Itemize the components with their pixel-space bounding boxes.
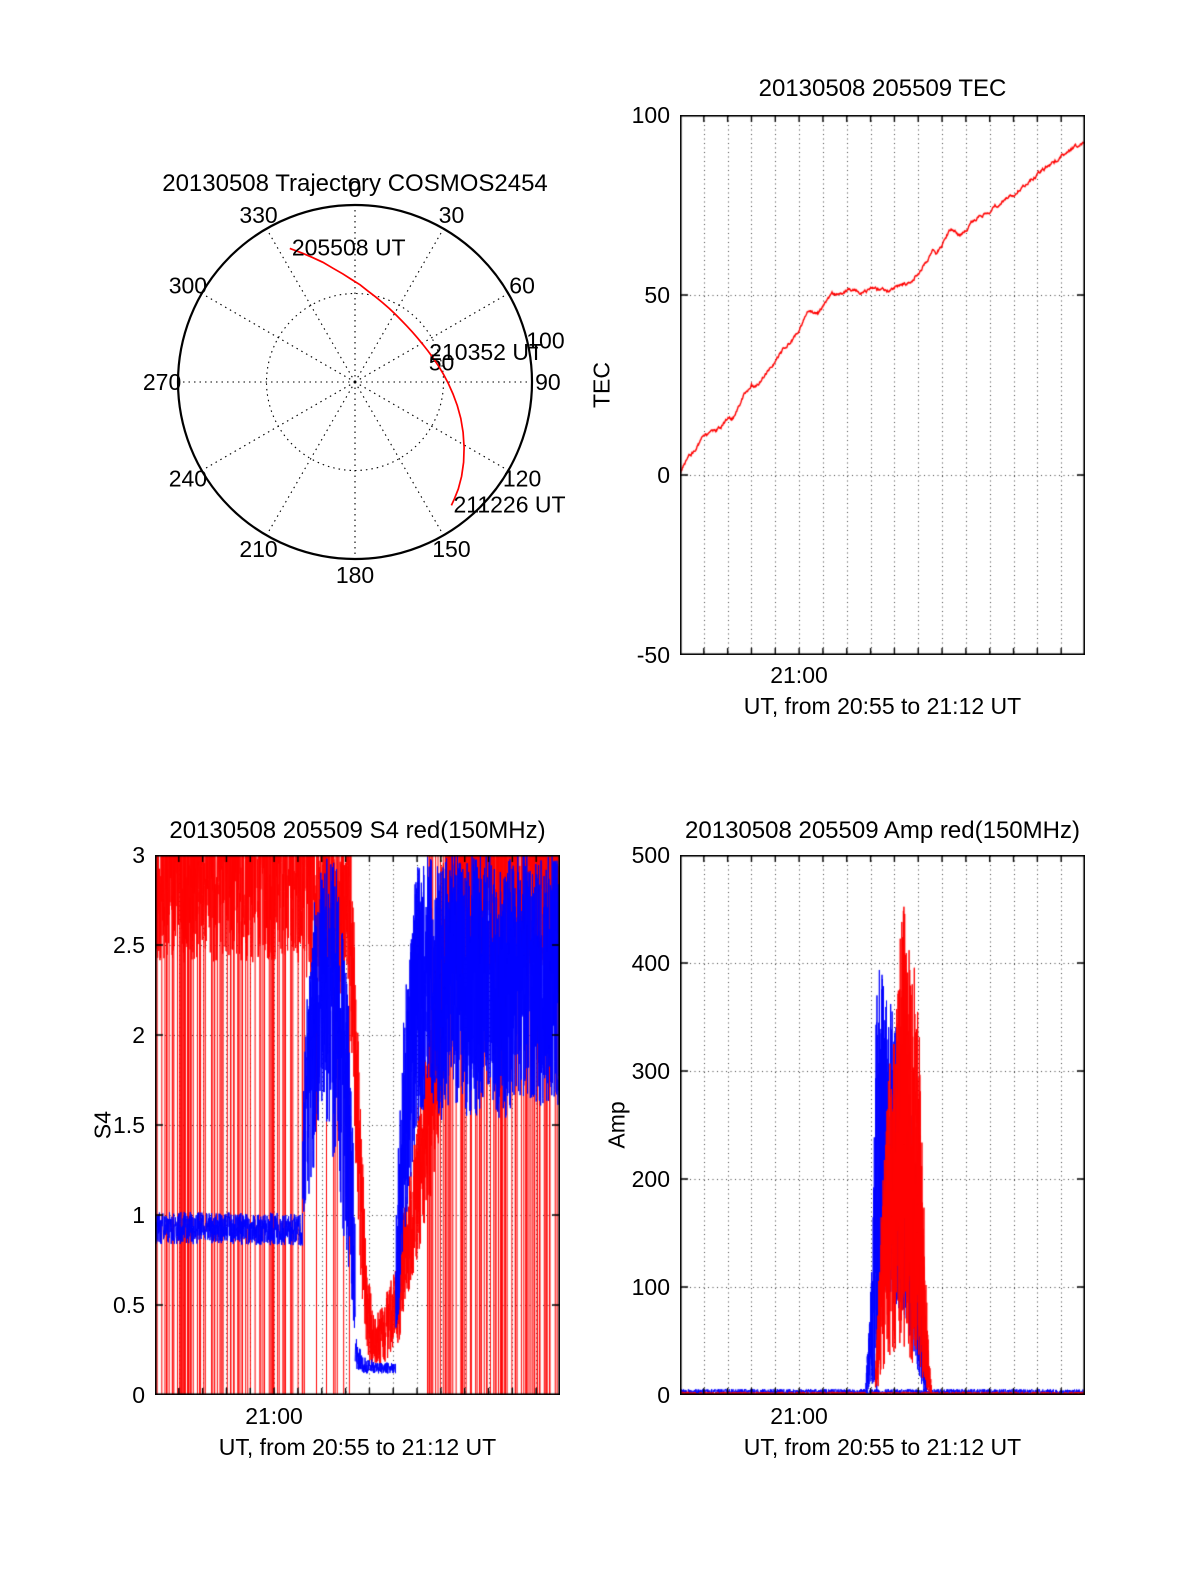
polar-azimuth-label: 240 xyxy=(169,465,207,491)
polar-azimuth-label: 300 xyxy=(169,273,207,299)
tec-y-tick-label: 50 xyxy=(644,282,670,308)
polar-spoke xyxy=(354,293,509,383)
amp-plot-area xyxy=(680,855,1085,1395)
amp-y-tick-label: 0 xyxy=(657,1382,670,1408)
tec-y-tick-label: 0 xyxy=(657,462,670,488)
amp-y-tick-label: 300 xyxy=(631,1058,670,1084)
amp-x-axis-label: UT, from 20:55 to 21:12 UT xyxy=(743,1434,1022,1460)
s4-y-tick-label: 1 xyxy=(132,1202,145,1228)
polar-azimuth-label: 60 xyxy=(509,273,535,299)
s4-y-tick-label: 3 xyxy=(132,842,145,868)
s4-y-tick-label: 0.5 xyxy=(113,1292,145,1318)
polar-spoke xyxy=(201,293,356,383)
tec-x-axis-label: UT, from 20:55 to 21:12 UT xyxy=(743,693,1022,719)
s4-y-tick-label: 0 xyxy=(132,1382,145,1408)
polar-azimuth-label: 330 xyxy=(239,202,277,228)
polar-azimuth-label: 0 xyxy=(349,176,362,202)
amp-y-tick-label: 400 xyxy=(631,950,670,976)
polar-azimuth-label: 150 xyxy=(432,536,470,562)
polar-spoke xyxy=(266,228,356,383)
tec-x-tick-label: 21:00 xyxy=(770,662,828,688)
s4-x-axis-label: UT, from 20:55 to 21:12 UT xyxy=(218,1434,497,1460)
polar-azimuth-label: 30 xyxy=(439,202,465,228)
tec-y-tick-label: -50 xyxy=(636,642,670,668)
tec-chart-title: 20130508 205509 TEC xyxy=(758,75,1007,102)
amp-y-tick-label: 500 xyxy=(631,842,670,868)
tec-plot-area xyxy=(680,115,1085,655)
polar-azimuth-label: 180 xyxy=(336,562,374,588)
polar-inner-grid-circle xyxy=(265,292,445,472)
s4-chart-title: 20130508 205509 S4 red(150MHz) xyxy=(169,817,546,844)
polar-azimuth-label: 90 xyxy=(535,369,561,395)
s4-y-tick-label: 2 xyxy=(132,1022,145,1048)
trajectory-title: 20130508 Trajectory COSMOS2454 xyxy=(162,170,548,197)
polar-azimuth-label: 120 xyxy=(503,465,541,491)
trajectory-time-annotation: 211226 UT xyxy=(453,491,565,517)
trajectory-time-annotation: 210352 UT xyxy=(429,339,543,365)
tec-y-axis-label: TEC xyxy=(588,362,615,408)
tec-y-tick-label: 100 xyxy=(631,102,670,128)
amp-chart-title: 20130508 205509 Amp red(150MHz) xyxy=(685,817,1080,844)
amp-y-axis-label: Amp xyxy=(603,1101,630,1149)
polar-azimuth-label: 210 xyxy=(239,536,277,562)
polar-spoke xyxy=(354,381,444,536)
polar-radial-tick-label: 100 xyxy=(526,328,564,354)
trajectory-time-annotation: 205508 UT xyxy=(292,234,406,260)
polar-azimuth-label: 270 xyxy=(143,369,181,395)
amp-y-tick-label: 100 xyxy=(631,1274,670,1300)
polar-spoke xyxy=(266,381,356,536)
polar-outer-circle xyxy=(176,203,534,561)
s4-y-tick-label: 2.5 xyxy=(113,932,145,958)
trajectory-path xyxy=(289,247,465,506)
amp-x-tick-label: 21:00 xyxy=(770,1403,828,1429)
amp-y-tick-label: 200 xyxy=(631,1166,670,1192)
s4-y-tick-label: 1.5 xyxy=(113,1112,145,1138)
trajectory-polar-plot: 0306090120150180210240270300330501002055… xyxy=(143,176,566,588)
polar-spoke xyxy=(354,381,509,471)
s4-plot-area xyxy=(155,855,560,1395)
s4-x-tick-label: 21:00 xyxy=(245,1403,303,1429)
